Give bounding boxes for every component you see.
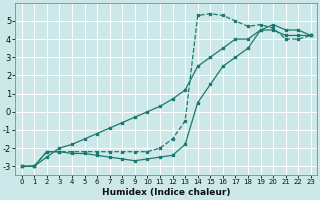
X-axis label: Humidex (Indice chaleur): Humidex (Indice chaleur) [102, 188, 230, 197]
